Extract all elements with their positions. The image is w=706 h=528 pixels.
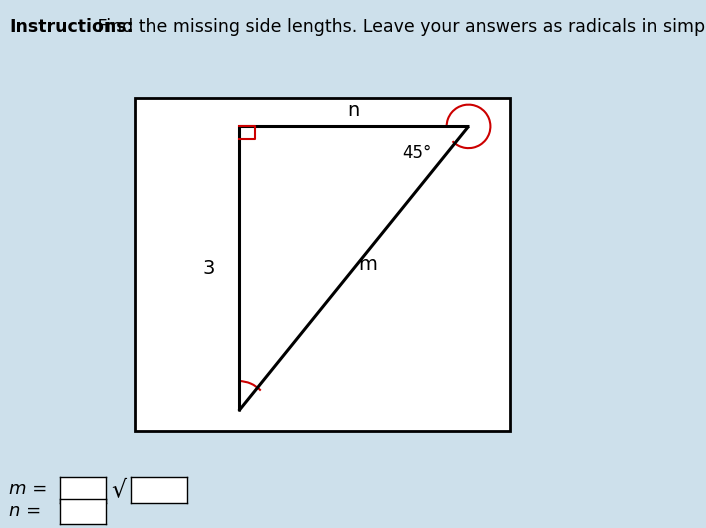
Text: Instructions:: Instructions: [9,18,134,36]
Text: n =: n = [9,502,42,520]
Text: Find the missing side lengths. Leave your answers as radicals in simplest form.: Find the missing side lengths. Leave you… [92,18,706,36]
Text: 3: 3 [203,259,215,278]
FancyBboxPatch shape [135,98,510,431]
Text: m: m [358,255,377,274]
Text: m =: m = [9,480,47,498]
Text: n: n [347,101,360,120]
Text: √: √ [112,477,126,502]
Text: 45°: 45° [402,144,431,162]
